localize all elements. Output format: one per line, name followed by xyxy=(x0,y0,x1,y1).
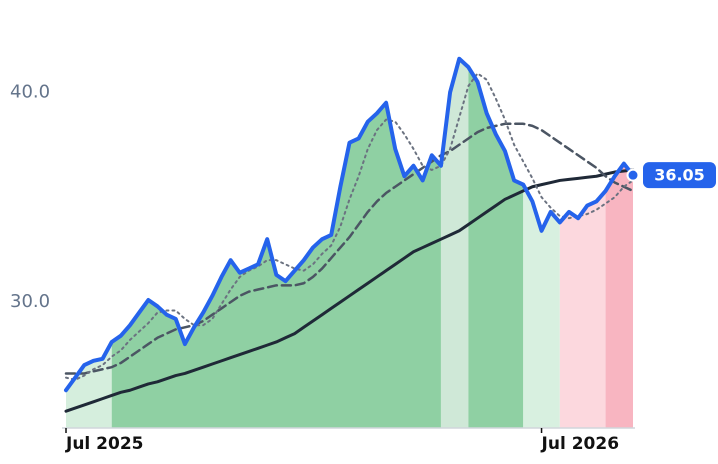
y-tick-label: 30.0 xyxy=(10,291,50,312)
series-line xyxy=(64,122,635,375)
y-tick-label: 40.0 xyxy=(10,81,50,102)
last-point xyxy=(626,168,640,182)
region xyxy=(111,102,441,428)
x-tick-label: Jul 2025 xyxy=(65,434,144,454)
region xyxy=(559,190,606,428)
region xyxy=(440,58,469,429)
region xyxy=(468,67,524,428)
series-line xyxy=(64,56,635,393)
last-value-badge xyxy=(643,162,716,189)
regions xyxy=(66,58,633,429)
series-line xyxy=(64,168,635,413)
lines: 36.05 xyxy=(64,56,716,413)
region xyxy=(605,163,633,428)
axes: 30.0 40.0 Jul 2025 Jul 2026 xyxy=(10,81,635,454)
last-value-label: 36.05 xyxy=(654,166,705,185)
region xyxy=(523,184,560,428)
x-tick-label: Jul 2026 xyxy=(541,434,620,454)
series-line xyxy=(65,72,634,381)
